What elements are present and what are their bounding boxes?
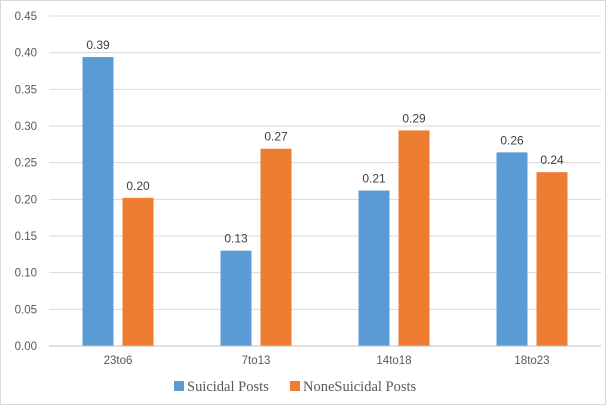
bar-suicidal-posts-7to13	[220, 250, 252, 346]
bars: 0.39 0.20 0.13 0.27 0.21 0.29 0.26 0.24	[82, 38, 568, 347]
x-tick-label: 7to13	[242, 355, 271, 367]
y-axis: 0.00 0.05 0.10 0.15 0.20 0.25 0.30 0.35 0.40 0.45	[15, 11, 37, 353]
y-tick-label: 0.20	[15, 194, 37, 206]
y-tick-label: 0.40	[15, 48, 37, 60]
data-label: 0.21	[362, 172, 386, 186]
data-label: 0.13	[224, 232, 248, 246]
y-tick-label: 0.10	[15, 268, 37, 280]
bar-suicidal-posts-18to23	[496, 152, 528, 346]
y-tick-label: 0.15	[15, 231, 37, 243]
data-label: 0.29	[402, 111, 426, 125]
y-tick-label: 0.30	[15, 121, 37, 133]
bar-nonesuicidal-posts-14to18	[398, 130, 430, 346]
legend: Suicidal Posts NoneSuicidal Posts	[174, 379, 417, 395]
y-tick-label: 0.35	[15, 84, 37, 96]
x-axis: 23to6 7to13 14to18 18to23	[49, 345, 601, 367]
y-tick-label: 0.05	[15, 304, 37, 316]
legend-label: Suicidal Posts	[187, 379, 269, 395]
y-tick-label: 0.25	[15, 158, 37, 170]
y-tick-label: 0.45	[15, 11, 37, 23]
legend-swatch	[174, 381, 184, 391]
legend-swatch	[290, 381, 300, 391]
data-label: 0.27	[264, 130, 288, 144]
data-label: 0.39	[86, 38, 110, 52]
bar-nonesuicidal-posts-7to13	[260, 148, 292, 346]
data-label: 0.24	[540, 153, 564, 167]
data-label: 0.20	[126, 179, 150, 193]
data-label: 0.26	[500, 133, 524, 147]
legend-label: NoneSuicidal Posts	[303, 379, 417, 395]
bar-nonesuicidal-posts-23to6	[122, 197, 154, 346]
bar-suicidal-posts-23to6	[82, 57, 114, 347]
x-tick-label: 23to6	[104, 355, 133, 367]
x-tick-label: 14to18	[376, 355, 411, 367]
bar-nonesuicidal-posts-18to23	[536, 172, 568, 346]
x-tick-label: 18to23	[514, 355, 549, 367]
y-tick-label: 0.00	[15, 341, 37, 353]
bar-suicidal-posts-14to18	[358, 190, 390, 346]
